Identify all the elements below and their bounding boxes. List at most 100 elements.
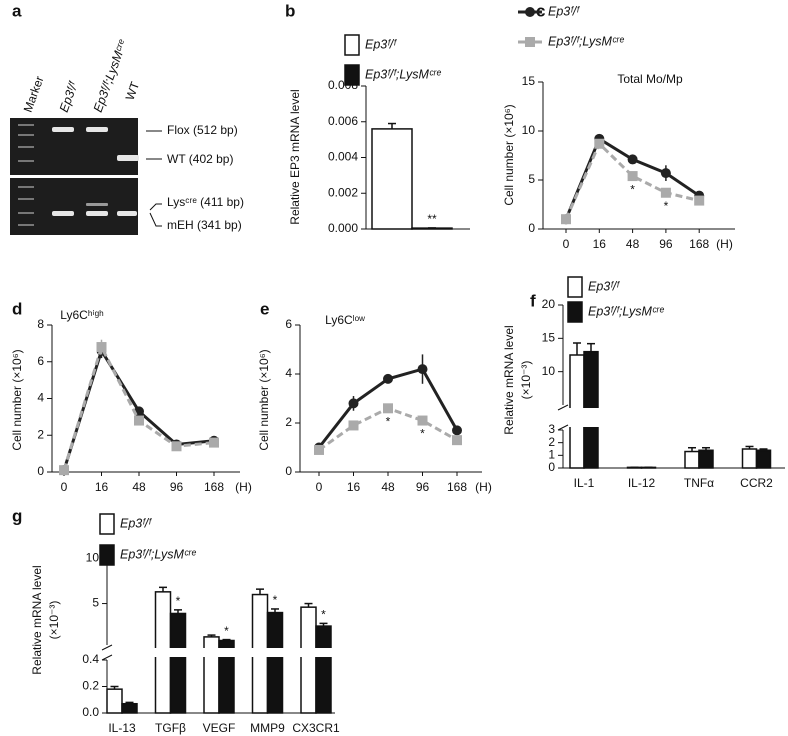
x-tick-label: 168 [204,480,224,494]
point [660,187,671,198]
band-leaders [146,130,162,227]
bar [169,612,187,714]
legend-swatch [344,34,360,56]
y-tick-label: 0.2 [82,679,99,693]
point [171,441,182,452]
y-axis-label: Cell number (×10⁶) [502,104,516,205]
panel-letter: e [260,299,269,318]
point-label: * [664,199,669,213]
series-line [564,141,700,220]
point-label: * [321,608,326,622]
x-tick-label: 16 [347,480,361,494]
legend-label: Ep3ᶠ/ᶠ [588,279,620,293]
gel-panel: a Marker Ep3ᶠ/ᶠ Ep3ᶠ/ᶠ;LysMᶜʳᵉ WT Flox (… [10,1,244,235]
point [134,415,144,426]
x-tick-label: CX3CR1 [292,721,340,735]
break-mark [557,404,569,411]
point [660,168,671,179]
y-tick-label: 0.004 [328,150,358,164]
lane-label: Ep3ᶠ/ᶠ [57,79,81,114]
bar [698,449,714,469]
y-tick-label: 15 [542,331,556,345]
bar [121,702,138,714]
y-axis-label: Cell number (×10⁶) [257,349,271,450]
x-tick-label: 48 [626,237,640,251]
y-axis-label: (×10⁻³) [47,601,61,640]
y-tick-label: 5 [92,596,99,610]
lane-label: Marker [21,74,47,114]
lane-label: WT [123,79,143,102]
x-tick-label: 168 [447,480,467,494]
y-tick-label: 6 [285,317,292,331]
legend-label: Ep3ᶠ/ᶠ;LysMᶜʳᵉ [588,304,664,318]
legend-label: Ep3ᶠ/ᶠ [365,37,397,51]
y-tick-label: 15 [522,74,536,88]
point-label: * [224,624,229,638]
ladder [18,124,34,226]
x-unit: (H) [716,237,733,251]
y-tick-label: 2 [548,435,555,449]
y-tick-label: 0.4 [82,652,99,666]
break-mark [101,644,113,651]
legend-marker [525,7,535,17]
point [209,437,219,448]
y-tick-label: 2 [37,427,44,441]
y-tick-label: 10 [522,123,536,137]
bar [300,606,317,714]
band-label: Flox (512 bp) [167,123,238,137]
y-tick-label: 0.000 [328,221,358,235]
y-tick-label: 10 [86,551,100,565]
point [96,342,107,353]
bar [266,611,284,714]
bar [684,450,700,469]
legend-label: Ep3ᶠ/ᶠ;LysMᶜʳᵉ [120,547,196,561]
point [627,171,638,182]
x-tick-label: IL-1 [574,476,595,490]
x-tick-label: 48 [132,480,146,494]
y-tick-label: 3 [548,422,555,436]
panel-letter: f [530,291,536,310]
bar [315,625,332,714]
point-label: * [176,594,181,608]
y-tick-label: 0 [548,460,555,474]
point-label: * [386,414,391,428]
y-tick-label: 20 [542,297,556,311]
y-tick-label: 5 [528,172,535,186]
point [383,373,393,384]
bar [106,688,123,714]
x-tick-label: TGFβ [155,721,186,735]
x-tick-label: 16 [95,480,109,494]
panel-letter: g [12,506,22,525]
point [348,420,359,431]
y-tick-label: 2 [285,415,292,429]
point [314,444,324,455]
y-tick-label: 0.0 [82,705,99,719]
axis-break [557,408,785,427]
x-tick-label: 0 [563,237,570,251]
panel-letter: a [12,1,22,20]
x-tick-label: CCR2 [740,476,773,490]
y-axis-label: Cell number (×10⁶) [10,349,24,450]
point [594,138,605,149]
y-axis-label: Relative mRNA level [502,325,516,434]
y-axis-label: Relative mRNA level [30,565,44,674]
y-tick-label: 0.006 [328,114,358,128]
axis-break [101,648,335,657]
bar [371,128,413,230]
y-axis-label: Relative EP3 mRNA level [288,89,302,224]
break-mark [101,654,113,661]
x-tick-label: 16 [593,237,607,251]
x-tick-label: TNFα [684,476,714,490]
x-tick-label: 96 [659,237,673,251]
x-tick-label: 96 [170,480,184,494]
y-tick-label: 4 [285,366,292,380]
y-tick-label: 6 [37,354,44,368]
y-tick-label: 1 [548,448,555,462]
x-tick-label: VEGF [203,721,236,735]
bar [741,448,758,469]
legend-swatch [567,276,583,298]
y-tick-label: 0 [528,221,535,235]
x-tick-label: 168 [689,237,709,251]
x-tick-label: 0 [61,480,68,494]
point [417,415,428,426]
